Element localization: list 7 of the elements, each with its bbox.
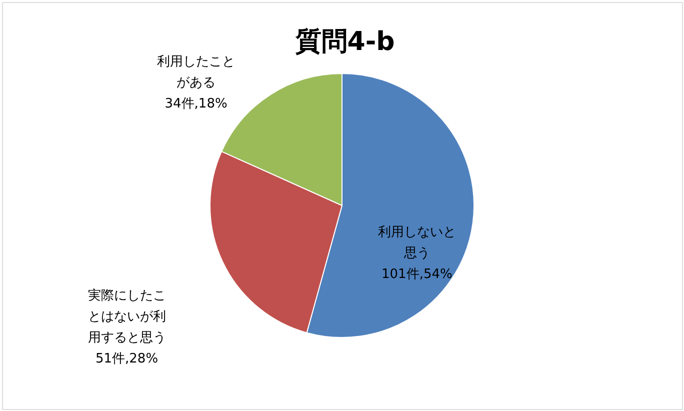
data-label: 101件,54%	[382, 266, 452, 282]
data-label: 34件,18%	[164, 96, 228, 112]
data-label: 51件,28%	[95, 351, 158, 366]
slice-label: 利用したことがある	[157, 54, 236, 90]
slice-label: 利用しないと思う	[378, 224, 456, 261]
chart-title: 質問4-b	[294, 27, 395, 57]
slice-label: 実際にしたことはないが利用すると思う	[88, 287, 166, 346]
